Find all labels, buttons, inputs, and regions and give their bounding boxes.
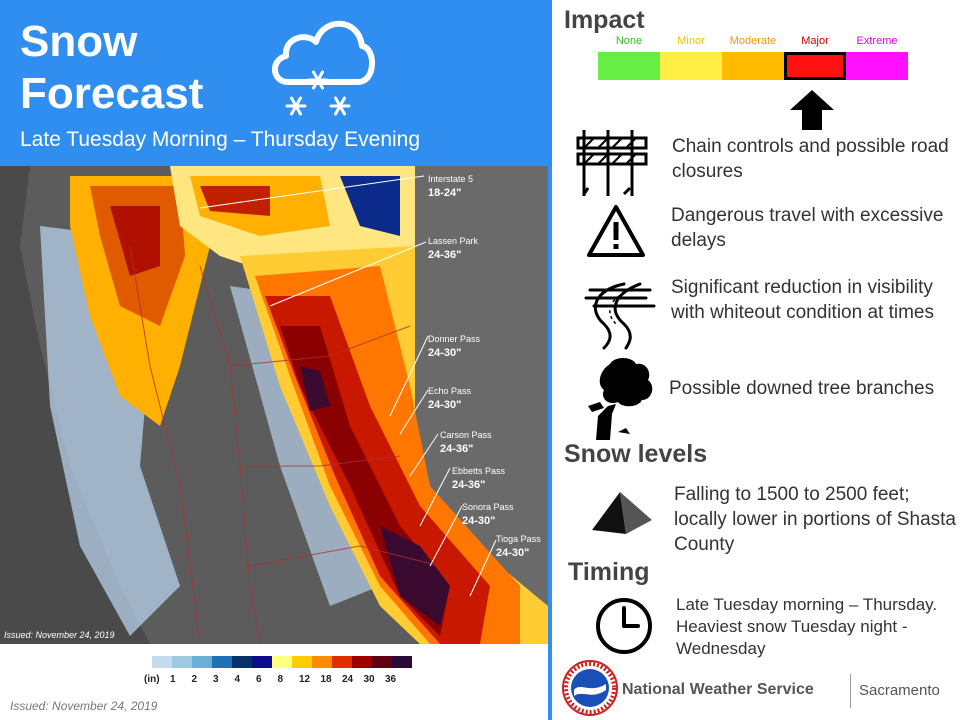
label-interstate-5: Interstate 5 [428, 174, 473, 184]
legend-swatch [312, 656, 332, 668]
map-issued-label: Issued: November 24, 2019 [4, 630, 115, 640]
impact-title: Impact [564, 6, 645, 34]
legend-swatch [332, 656, 352, 668]
amount-sonora-pass: 24-30" [462, 515, 495, 527]
impact-level-major [784, 52, 846, 80]
page-subtitle: Late Tuesday Morning – Thursday Evening [20, 128, 421, 151]
legend-swatch [192, 656, 212, 668]
legend-tick: 24 [342, 674, 354, 685]
right-panel: Impact None Minor Moderate Major Extreme Cha… [552, 0, 960, 720]
impact-level-label: Major [801, 35, 829, 47]
legend-tick: 4 [234, 674, 241, 685]
impact-item-visibility: Significant reduction in visibility with… [671, 277, 934, 323]
road-closure-icon [576, 130, 648, 196]
legend-tick: 36 [385, 674, 397, 685]
snowfall-map: Interstate 5 18-24" Lassen Park 24-36" D… [0, 166, 548, 644]
label-echo-pass: Echo Pass [428, 386, 472, 396]
legend-swatches [152, 656, 412, 668]
legend-swatch [232, 656, 252, 668]
label-ebbetts-pass: Ebbetts Pass [452, 466, 506, 476]
legend-swatch [212, 656, 232, 668]
impact-level-label: Moderate [729, 35, 777, 47]
timing-title: Timing [568, 558, 650, 586]
impact-item-road-closures: Chain controls and possible road closure… [672, 136, 949, 182]
label-sonora-pass: Sonora Pass [462, 502, 514, 512]
page-title: Snow Forecast [20, 17, 204, 118]
legend-swatch [172, 656, 192, 668]
left-panel: Snow Forecast Late Tuesday Morning – Thu… [0, 0, 548, 713]
legend-tick: 6 [256, 674, 262, 685]
impact-level-minor [660, 52, 722, 80]
legend-tick: 1 [170, 674, 176, 685]
legend-tick: 12 [299, 674, 311, 685]
panel-divider [548, 0, 552, 720]
nws-office: Sacramento [859, 682, 940, 699]
issued-footer: Issued: November 24, 2019 [10, 699, 158, 713]
timing-text: Late Tuesday morning – Thursday. Heavies… [676, 595, 938, 658]
clock-icon [596, 598, 652, 654]
amount-lassen-park: 24-36" [428, 249, 461, 261]
impact-level-label: None [615, 35, 643, 47]
impact-level-moderate [722, 52, 784, 80]
nws-logo [562, 660, 618, 716]
legend-swatch [372, 656, 392, 668]
legend-swatch [392, 656, 412, 668]
legend-swatch [252, 656, 272, 668]
legend-unit: (in) [144, 674, 160, 685]
amount-interstate-5: 18-24" [428, 187, 461, 199]
legend-swatch [152, 656, 172, 668]
label-donner-pass: Donner Pass [428, 334, 481, 344]
header: Snow Forecast Late Tuesday Morning – Thu… [0, 0, 548, 166]
impact-item-downed-trees: Possible downed tree branches [669, 378, 935, 399]
snowfall-legend: (in) 1 2 3 4 6 8 12 18 24 30 36 [144, 656, 412, 685]
legend-tick: 30 [363, 674, 375, 685]
legend-tick: 2 [191, 674, 198, 685]
label-carson-pass: Carson Pass [440, 430, 492, 440]
amount-donner-pass: 24-30" [428, 347, 461, 359]
downed-tree-icon [588, 358, 653, 440]
map-graphic: Interstate 5 18-24" Lassen Park 24-36" D… [0, 166, 548, 644]
nws-name: National Weather Service [622, 681, 814, 698]
amount-echo-pass: 24-30" [428, 399, 461, 411]
legend-tick: 3 [213, 674, 219, 685]
label-tioga-pass: Tioga Pass [496, 534, 541, 544]
impact-level-label: Minor [677, 35, 705, 47]
legend-swatch [352, 656, 372, 668]
mountain-icon [592, 492, 652, 534]
legend-tick: 8 [277, 674, 284, 685]
amount-tioga-pass: 24-30" [496, 547, 529, 559]
impact-indicator-arrow-icon [790, 90, 834, 130]
legend-ticks: (in) 1 2 3 4 6 8 12 18 24 30 36 [144, 674, 434, 688]
nws-footer: National Weather Service Sacramento [562, 660, 960, 720]
warning-icon [587, 205, 645, 257]
impact-scale-bar [598, 52, 908, 80]
label-lassen-park: Lassen Park [428, 236, 479, 246]
amount-carson-pass: 24-36" [440, 443, 473, 455]
impact-scale-labels: None Minor Moderate Major Extreme [598, 35, 908, 49]
snow-levels-title: Snow levels [564, 440, 708, 468]
impact-item-dangerous-travel: Dangerous travel with excessive delays [671, 205, 944, 251]
impact-level-extreme [846, 52, 908, 80]
legend-tick: 18 [320, 674, 332, 685]
amount-ebbetts-pass: 24-36" [452, 479, 485, 491]
whiteout-road-icon [584, 282, 656, 350]
nws-separator [850, 674, 851, 708]
snow-levels-text: Falling to 1500 to 2500 feet; locally lo… [674, 484, 956, 555]
cloud-snow-icon [272, 20, 376, 116]
legend-swatch [272, 656, 292, 668]
impact-level-label: Extreme [856, 35, 898, 47]
legend-swatch [292, 656, 312, 668]
impact-level-none [598, 52, 660, 80]
